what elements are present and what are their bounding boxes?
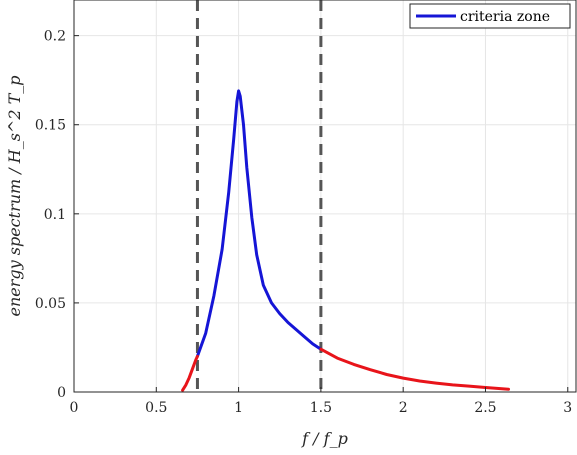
x-tick-label: 3	[563, 400, 572, 416]
x-tick-label: 0.5	[145, 400, 167, 416]
y-tick-label: 0.15	[35, 118, 66, 134]
series-line-2	[319, 347, 510, 391]
y-axis-label: energy spectrum / H_s^2 T_p	[5, 75, 24, 316]
x-axis-label: f / f_p	[301, 429, 348, 448]
series-line-0	[195, 89, 323, 358]
x-tick-label: 2	[399, 400, 408, 416]
legend-label: criteria zone	[460, 9, 550, 25]
plot-area	[181, 0, 510, 392]
x-tick-label: 1	[234, 400, 243, 416]
y-tick-label: 0	[57, 385, 66, 401]
series-line-1	[181, 354, 199, 392]
ticks: 0 0.5 1 1.5 2 2.5 3 0 0.05 0.1 0.15 0.2	[35, 29, 572, 416]
x-tick-label: 2.5	[474, 400, 496, 416]
legend: criteria zone	[409, 3, 571, 29]
y-tick-label: 0.1	[44, 207, 66, 223]
x-tick-label: 0	[70, 400, 79, 416]
x-tick-label: 1.5	[310, 400, 332, 416]
y-tick-label: 0.05	[35, 296, 66, 312]
y-tick-label: 0.2	[44, 29, 66, 45]
plot-frame	[73, 0, 577, 393]
